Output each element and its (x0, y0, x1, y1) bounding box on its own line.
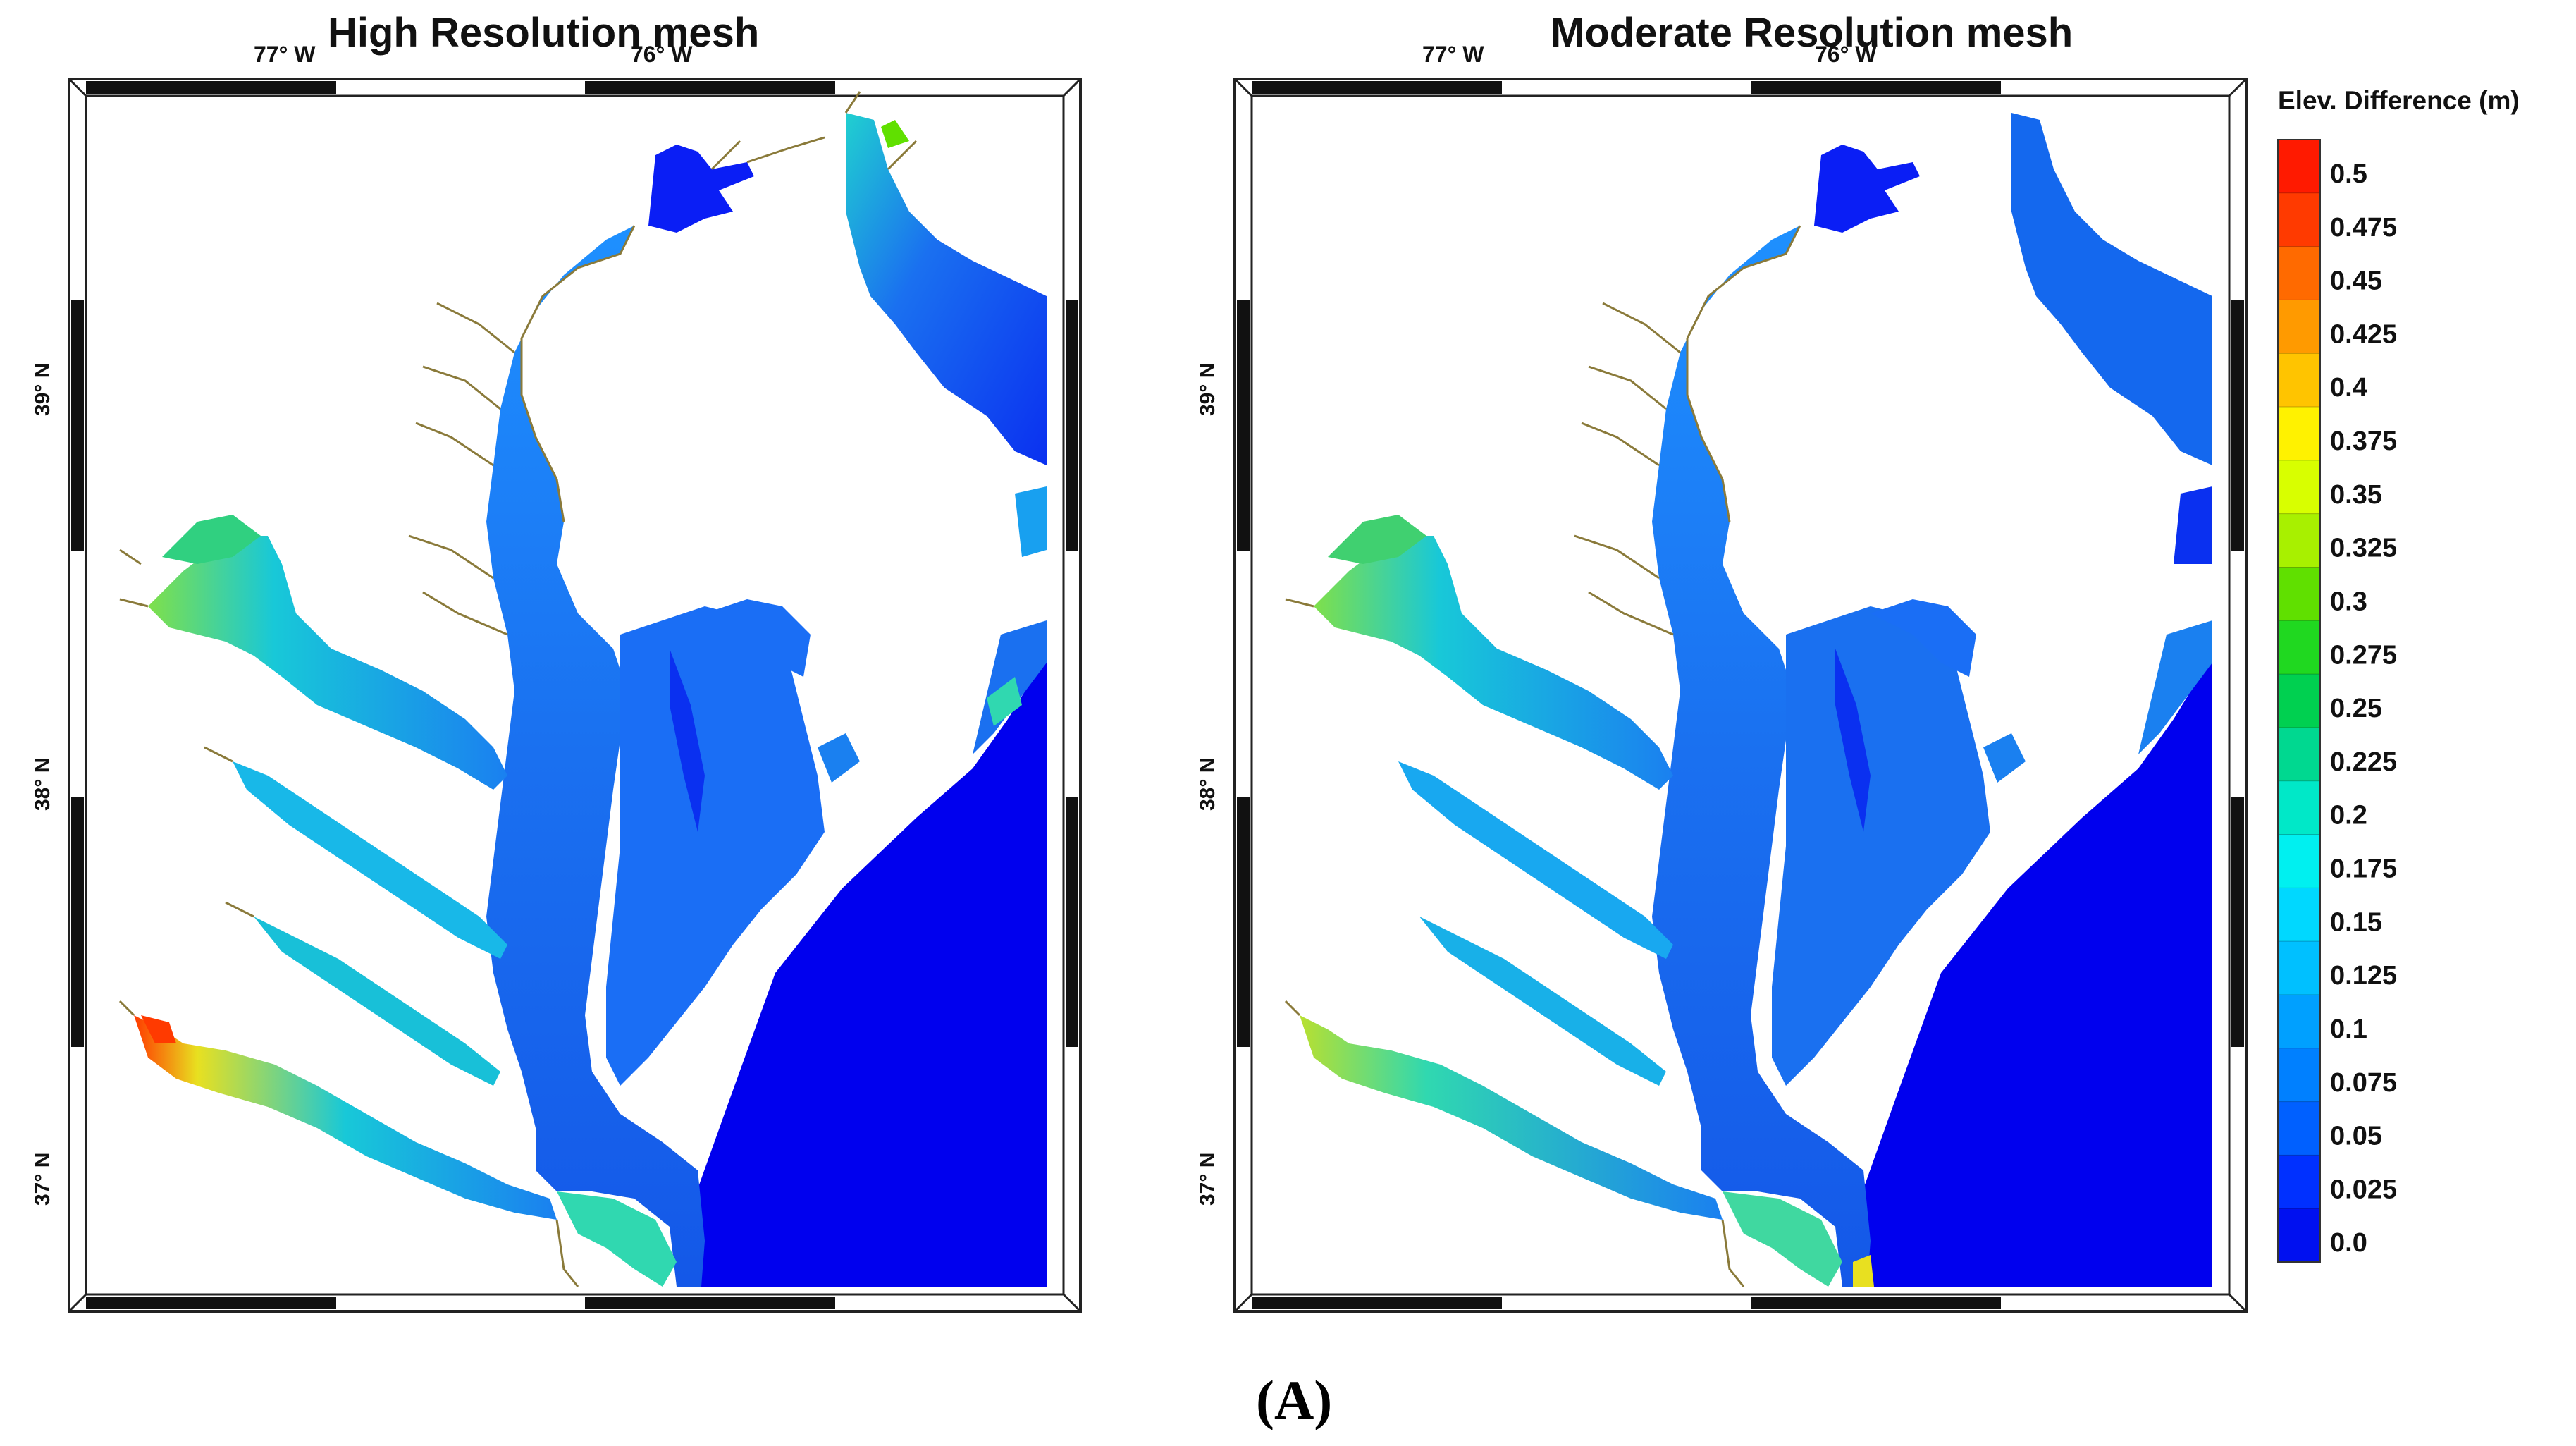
legend-title: Elev. Difference (m) (2278, 86, 2520, 115)
lat-label-38: 38° N (1196, 758, 1219, 811)
legend-tick-label: 0.175 (2330, 854, 2397, 884)
lon-label-77: 77° W (254, 42, 316, 67)
james-river (1300, 1015, 1723, 1220)
york-river (1419, 917, 1666, 1086)
legend-tick-label: 0.25 (2330, 694, 2382, 723)
delaware-bay (846, 113, 1047, 465)
legend-tick-label: 0.15 (2330, 907, 2382, 937)
lon-label-76: 76° W (631, 42, 693, 67)
map-panel-high-resolution: High Resolution mesh 77° W 76° W 39° N 3… (31, 10, 1082, 1313)
potomac-river (1314, 536, 1673, 790)
frame-ticks (71, 81, 1078, 1309)
legend-tick-label: 0.45 (2330, 266, 2382, 296)
legend-swatch (2278, 353, 2320, 408)
potomac-river (148, 536, 507, 790)
map-panel-moderate-resolution: Moderate Resolution mesh 77° W 76° W 39°… (1196, 10, 2248, 1313)
legend-swatch (2278, 674, 2320, 728)
legend-swatch (2278, 192, 2320, 247)
chesapeake-bay (486, 226, 705, 1287)
legend-swatch (2278, 941, 2320, 995)
york-river (254, 917, 500, 1086)
color-legend: Elev. Difference (m) 0.50.4750.450.4250.… (2277, 86, 2520, 1263)
legend-swatch (2278, 620, 2320, 675)
shoreline-traces (118, 91, 918, 1287)
legend-swatch (2278, 246, 2320, 300)
legend-swatch (2278, 567, 2320, 621)
panel-title: High Resolution mesh (328, 10, 759, 56)
legend-tick-label: 0.35 (2330, 480, 2382, 510)
legend-ticks: 0.5 0.475 0.45 0.425 0.4 0.375 0.35 0.325 0.3 0.2… (2330, 159, 2397, 1258)
legend-swatch (2278, 460, 2320, 515)
legend-tick-label: 0.0 (2330, 1228, 2367, 1258)
legend-tick-label: 0.025 (2330, 1175, 2397, 1204)
rappahannock-river (1398, 761, 1673, 959)
lat-label-39: 39° N (31, 363, 54, 416)
legend-frame (2277, 139, 2321, 1263)
atlantic-ocean (694, 656, 1047, 1287)
shoreline-traces (1284, 225, 1801, 1287)
legend-tick-label: 0.325 (2330, 534, 2397, 563)
legend-tick-label: 0.05 (2330, 1122, 2382, 1151)
legend-swatch (2278, 727, 2320, 782)
water-body (134, 113, 1047, 1287)
legend-swatch (2278, 834, 2320, 888)
water-body (1300, 113, 2212, 1287)
legend-tick-label: 0.3 (2330, 587, 2367, 616)
legend-swatch (2278, 1048, 2320, 1103)
legend-swatch (2278, 513, 2320, 568)
figure-caption: (A) (1256, 1369, 1332, 1430)
legend-swatch (2278, 1101, 2320, 1156)
legend-tick-label: 0.4 (2330, 373, 2367, 403)
chesapeake-bay (1652, 226, 1871, 1287)
lat-label-38: 38° N (31, 758, 54, 811)
legend-swatch (2278, 407, 2320, 461)
legend-swatch (2278, 1208, 2320, 1263)
legend-swatch (2278, 888, 2320, 942)
legend-swatch (2278, 1155, 2320, 1209)
legend-swatch (2278, 300, 2320, 354)
legend-swatch (2278, 780, 2320, 835)
legend-swatch (2278, 140, 2320, 194)
legend-tick-label: 0.225 (2330, 747, 2397, 777)
panel-title: Moderate Resolution mesh (1551, 10, 2073, 56)
legend-tick-label: 0.425 (2330, 319, 2397, 349)
lat-label-37: 37° N (31, 1153, 54, 1206)
lon-label-77: 77° W (1422, 42, 1484, 67)
lat-label-37: 37° N (1196, 1153, 1219, 1206)
james-river (134, 1015, 557, 1220)
lat-label-39: 39° N (1196, 363, 1219, 416)
legend-swatches (2277, 139, 2321, 1263)
legend-tick-label: 0.075 (2330, 1068, 2397, 1098)
rappahannock-river (233, 761, 507, 959)
delaware-bay (2011, 113, 2212, 465)
legend-tick-label: 0.5 (2330, 159, 2367, 189)
lon-label-76: 76° W (1815, 42, 1877, 67)
legend-tick-label: 0.1 (2330, 1015, 2367, 1044)
frame-ticks (1237, 81, 2244, 1309)
legend-swatch (2278, 994, 2320, 1049)
atlantic-ocean (1860, 656, 2212, 1287)
legend-tick-label: 0.125 (2330, 961, 2397, 991)
legend-tick-label: 0.375 (2330, 427, 2397, 456)
legend-tick-label: 0.2 (2330, 801, 2367, 831)
legend-tick-label: 0.475 (2330, 213, 2397, 243)
legend-tick-label: 0.275 (2330, 640, 2397, 670)
